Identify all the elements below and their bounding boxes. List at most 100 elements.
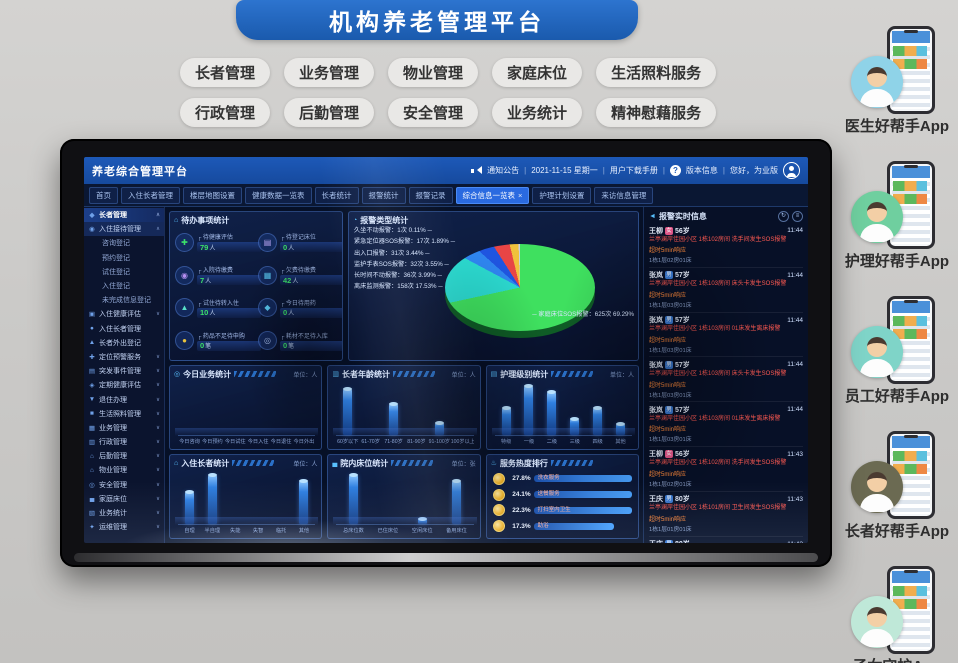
rank-list: 27.8% 洗衣服务 24.1% 送餐服务 22.3% 打扫室内卫生 17.3% 助浴 — [492, 471, 632, 534]
sidebar-item[interactable]: ◆ 长者管理 ∧ — [84, 208, 164, 223]
gender-badge: 男 — [665, 316, 673, 325]
nav-pill[interactable]: 后勤管理 — [284, 98, 375, 127]
todo-text: ┌ 待登记床位 0 人 — [280, 232, 342, 253]
sidebar-item-label: 入住接待管理 — [99, 226, 141, 234]
menu-icon: ▼ — [88, 396, 96, 404]
sidebar-item[interactable]: ⌂ 后勤管理 ∨ — [84, 449, 164, 463]
alarm-entry[interactable]: 张岚男 57岁 11:44 兰亭澜岸佳园小区 1栋103房间 01床发生离床报警 超时5… — [649, 313, 803, 358]
close-icon[interactable]: × — [518, 190, 523, 200]
version-link[interactable]: 版本信息 — [685, 166, 718, 175]
alarm-entry[interactable]: 张岚男 57岁 11:44 兰亭澜岸佳园小区 1栋103房间 01床发生离床报警 超时5… — [649, 402, 803, 447]
alarm-entry[interactable]: 王庆男 80岁 11:43 兰亭澜岸佳园小区 1栋101房间 卫生间发生SOS报警 超时… — [649, 492, 803, 537]
alarm-entry[interactable]: 王柳女 56岁 11:44 兰亭澜岸佳园小区 1栋102房间 洗手间发生SOS报警 超时… — [649, 223, 803, 268]
rank-label: 洗衣服务 — [537, 475, 560, 482]
sidebar-item[interactable]: ▄ 家庭床位 ∨ — [84, 492, 164, 506]
tab-item[interactable]: 入住长者管理 — [121, 186, 180, 204]
dashboard-body: ◆ 长者管理 ∧ ◉ 入住接待管理 ∧ 咨询登记 预约登记试住登记入住登记未完成信息登记 ▣ 入住… — [84, 207, 808, 543]
sidebar-item[interactable]: 试住登记 — [84, 265, 164, 279]
nav-pill[interactable]: 业务统计 — [492, 98, 583, 127]
sidebar-item[interactable]: ⌂ 物业管理 ∨ — [84, 463, 164, 477]
resident-age: 80岁 — [675, 496, 690, 504]
refresh-icon[interactable]: ↻ — [778, 211, 789, 222]
avatar-icon — [851, 596, 903, 648]
sidebar-item-label: 定期健康评估 — [99, 382, 141, 390]
sidebar-item[interactable]: ◎ 安全管理 ∨ — [84, 478, 164, 492]
todo-icon: ▲ — [175, 298, 194, 318]
rank-row: 24.1% 送餐服务 — [492, 488, 632, 501]
tab-item[interactable]: 来访信息管理 — [594, 186, 654, 204]
resident-name: 张岚 — [649, 361, 663, 369]
nav-pill[interactable]: 行政管理 — [180, 98, 271, 127]
tab-item[interactable]: 综合信息一览表 × — [455, 186, 530, 204]
todo-value: 79 人 — [197, 242, 261, 253]
chevron-icon: ∨ — [155, 439, 160, 446]
sidebar-item-label: 未完成信息登记 — [102, 297, 151, 305]
alarm-feed-panel: ◄ 报警实时信息 ↻ ≡ 王柳女 56岁 11:44 兰亭澜岸佳园小区 1栋102房间… — [643, 207, 808, 543]
alarm-entry[interactable]: 王柳女 56岁 11:43 兰亭澜岸佳园小区 1栋102房间 洗手间发生SOS报警 超时… — [649, 447, 803, 492]
nav-pill[interactable]: 家庭床位 — [492, 58, 583, 87]
sidebar-item[interactable]: 未完成信息登记 — [84, 293, 164, 307]
alarm-text: 兰亭澜岸佳园小区 1栋101房间 卫生间发生SOS报警 — [649, 505, 787, 512]
alarm-entry[interactable]: 张岚男 57岁 11:44 兰亭澜岸佳园小区 1栋103房间 床头卡发生SOS报警 超时… — [649, 268, 803, 313]
sidebar-item[interactable]: ▥ 行政管理 ∨ — [84, 435, 164, 449]
sidebar-item[interactable]: ✦ 运维管理 ∨ — [84, 520, 164, 534]
tab-item[interactable]: 首页 — [89, 186, 118, 204]
sidebar-item[interactable]: ▦ 业务管理 ∨ — [84, 421, 164, 435]
sidebar-item[interactable]: ✚ 定位预警服务 ∨ — [84, 350, 164, 364]
notice-link[interactable]: 通知公告 — [487, 166, 520, 175]
tab-item[interactable]: 报警记录 — [408, 186, 453, 204]
nav-pill[interactable]: 长者管理 — [180, 58, 271, 87]
sidebar-item[interactable]: ▲ 长者外出登记 — [84, 336, 164, 350]
sidebar-item[interactable]: ▣ 入住健康评估 ∨ — [84, 307, 164, 321]
chevron-icon: ∧ — [155, 212, 160, 219]
sidebar-item[interactable]: ● 入住长者管理 — [84, 322, 164, 336]
gender-badge: 女 — [665, 226, 673, 235]
tab-item[interactable]: 楼层地图设置 — [183, 186, 242, 204]
manual-link[interactable]: 用户下载手册 — [609, 166, 658, 175]
panel-service-rank: ♨ 服务热度排行 27.8% 洗衣服务 24.1% 送餐服务 22.3% 打扫室内卫生 17… — [485, 454, 639, 539]
sidebar-item[interactable]: ▤ 突发事件管理 ∨ — [84, 364, 164, 378]
sidebar-item-label: 运维管理 — [99, 524, 127, 532]
chart-plot-area — [174, 381, 319, 436]
bar — [524, 384, 534, 435]
pie-labels: 久坐不动报警：1次 0.11% ─ 紧急定位器SOS报警：17次 1.89% ─ 出… — [354, 225, 455, 293]
sidebar-item[interactable]: 咨询登记 — [84, 236, 164, 250]
app-graphic — [849, 296, 945, 384]
nav-pill[interactable]: 物业管理 — [388, 58, 479, 87]
nav-pill[interactable]: 安全管理 — [388, 98, 479, 127]
rank-bar: 助浴 — [533, 522, 614, 530]
sidebar-item[interactable]: ■ 生活照料管理 ∨ — [84, 407, 164, 421]
tab-item[interactable]: 报警统计 — [361, 186, 406, 204]
panel-age-stats: ▥ 长者年龄统计 单位：人 60岁以下 61-70岁 71-80岁 81-90岁 91-… — [327, 365, 481, 450]
tab-item[interactable]: 护理计划设置 — [532, 186, 592, 204]
sidebar-item[interactable]: 预约登记 — [84, 251, 164, 265]
date-text: 2021-11-15 星期一 — [531, 166, 598, 175]
nav-pill[interactable]: 生活照料服务 — [596, 58, 717, 87]
alarm-entry[interactable]: 张岚男 57岁 11:44 兰亭澜岸佳园小区 1栋103房间 床头卡发生SOS报警 超时… — [649, 357, 803, 403]
sidebar-item[interactable]: ◈ 定期健康评估 ∨ — [84, 378, 164, 392]
pie-label: 离床监测报警：158次 17.53% ─ — [354, 283, 443, 291]
sidebar-item[interactable]: 入住登记 — [84, 279, 164, 293]
user-avatar[interactable] — [783, 162, 800, 179]
sidebar-item[interactable]: ▼ 退住办理 ∨ — [84, 392, 164, 406]
alarm-time: 11:43 — [787, 450, 803, 458]
resident-age: 80岁 — [675, 539, 690, 543]
tab-item[interactable]: 健康数据一览表 — [245, 186, 312, 204]
chart-x-labels: 特级 一级 二级 三级 四级 其他 — [495, 438, 632, 446]
nav-pill[interactable]: 业务管理 — [284, 58, 375, 87]
sidebar-item-label: 试住登记 — [102, 268, 130, 276]
chevron-icon: ∨ — [155, 453, 160, 460]
pie-label: 久坐不动报警：1次 0.11% ─ — [354, 227, 432, 234]
help-icon[interactable] — [669, 165, 681, 176]
sidebar-item[interactable]: ◉ 入住接待管理 ∧ — [84, 222, 164, 237]
sidebar-item[interactable]: ▧ 业务统计 ∨ — [84, 506, 164, 520]
panel-title: 待办事项统计 — [181, 215, 230, 225]
x-tick-label: 今日入住 — [247, 439, 269, 445]
todo-item: ▲ ┌ 试住待转入住 10 人 — [175, 293, 261, 324]
bar — [570, 416, 580, 435]
nav-pill[interactable]: 精神慰藉服务 — [596, 98, 717, 127]
tab-item[interactable]: 长者统计 — [314, 186, 359, 204]
more-icon[interactable]: ≡ — [792, 211, 803, 222]
rank-percent: 27.8% — [512, 475, 531, 483]
